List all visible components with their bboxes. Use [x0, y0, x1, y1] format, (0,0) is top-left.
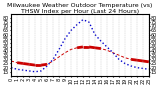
Title: Milwaukee Weather Outdoor Temperature (vs) THSW Index per Hour (Last 24 Hours): Milwaukee Weather Outdoor Temperature (v…	[7, 3, 153, 14]
